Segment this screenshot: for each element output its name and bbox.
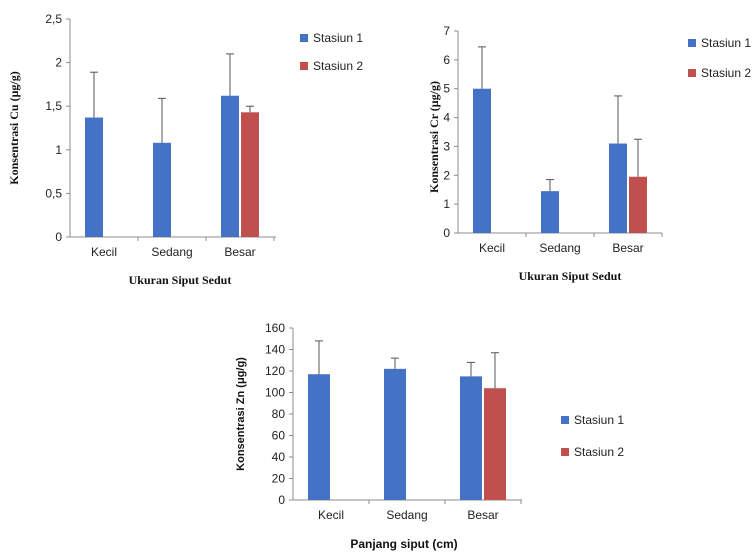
x-tick-label: Kecil (91, 245, 117, 259)
bar-stasiun-1-kecil (473, 88, 491, 233)
bar-stasiun-2-besar (629, 176, 647, 233)
bar-stasiun-1-besar (460, 376, 482, 500)
y-axis-title: Konsentrasi Zn (μg/g) (235, 357, 247, 471)
chart-1: 0 0,5 1 1,5 2 2,5 Kecil Sedang Besar Ukuran Siput… (7, 12, 363, 287)
x-tick-label: Besar (224, 245, 255, 259)
x-axis-title: Panjang siput (cm) (350, 537, 457, 551)
y-tick-label: 100 (265, 386, 285, 400)
y-tick-label: 1,5 (45, 99, 62, 113)
x-tick-label: Sedang (151, 245, 192, 259)
x-tick-label: Besar (612, 241, 643, 255)
x-tick-label: Sedang (539, 241, 580, 255)
legend-swatch (688, 39, 696, 47)
y-tick-label: 80 (272, 407, 286, 421)
y-tick-label: 0,5 (45, 186, 62, 200)
legend-swatch (300, 34, 308, 42)
legend-entry: Stasiun 2 (574, 445, 624, 459)
y-tick-label: 1 (55, 143, 62, 157)
bar-stasiun-1-sedang (153, 142, 171, 237)
y-tick-label: 5 (443, 82, 450, 96)
x-tick-label: Kecil (318, 508, 344, 522)
legend-entry: Stasiun 1 (701, 36, 751, 50)
y-tick-label: 0 (443, 226, 450, 240)
x-tick-label: Besar (467, 508, 498, 522)
bar-stasiun-1-sedang (541, 191, 559, 233)
legend-swatch (561, 416, 569, 424)
y-tick-label: 0 (278, 493, 285, 507)
y-axis-title: Konsentrasi Cu (μg/g) (7, 71, 21, 184)
x-axis-title: Ukuran Siput Sedut (129, 273, 232, 287)
x-tick-label: Kecil (479, 241, 505, 255)
y-tick-label: 4 (443, 111, 450, 125)
legend-entry: Stasiun 1 (574, 413, 624, 427)
legend-swatch (300, 62, 308, 70)
y-tick-label: 1 (443, 197, 450, 211)
y-tick-label: 7 (443, 24, 450, 38)
y-tick-label: 2 (443, 168, 450, 182)
x-axis-title: Ukuran Siput Sedut (519, 269, 622, 283)
y-tick-label: 0 (55, 230, 62, 244)
legend-entry: Stasiun 2 (701, 66, 751, 80)
y-tick-label: 60 (272, 429, 286, 443)
y-tick-label: 120 (265, 364, 285, 378)
y-tick-label: 2,5 (45, 12, 62, 26)
y-tick-label: 40 (272, 450, 286, 464)
x-tick-label: Sedang (386, 508, 427, 522)
y-tick-label: 2 (55, 56, 62, 70)
y-axis-title: Konsentrasi Cr (μg/g) (427, 81, 441, 193)
y-tick-label: 6 (443, 53, 450, 67)
y-tick-label: 20 (272, 472, 286, 486)
chart-2: 0 1 2 3 4 5 6 7 Kecil Sedang Besar Ukuran Siput Sed… (427, 24, 751, 283)
bar-stasiun-2-besar (484, 388, 506, 500)
chart-3: 0 20 40 60 80 100 120 140 160 Kecil Sedang Besar Pan… (235, 321, 624, 551)
bar-stasiun-1-sedang (384, 368, 406, 500)
legend-swatch (688, 69, 696, 77)
legend-entry: Stasiun 1 (313, 31, 363, 45)
legend-entry: Stasiun 2 (313, 59, 363, 73)
legend-swatch (561, 448, 569, 456)
y-tick-label: 140 (265, 343, 285, 357)
bar-stasiun-1-kecil (85, 117, 103, 237)
bar-stasiun-1-besar (221, 95, 239, 238)
bar-stasiun-1-kecil (308, 374, 330, 500)
bar-stasiun-1-besar (609, 143, 627, 233)
bar-stasiun-2-besar (241, 112, 259, 237)
y-tick-label: 3 (443, 139, 450, 153)
y-tick-label: 160 (265, 321, 285, 335)
